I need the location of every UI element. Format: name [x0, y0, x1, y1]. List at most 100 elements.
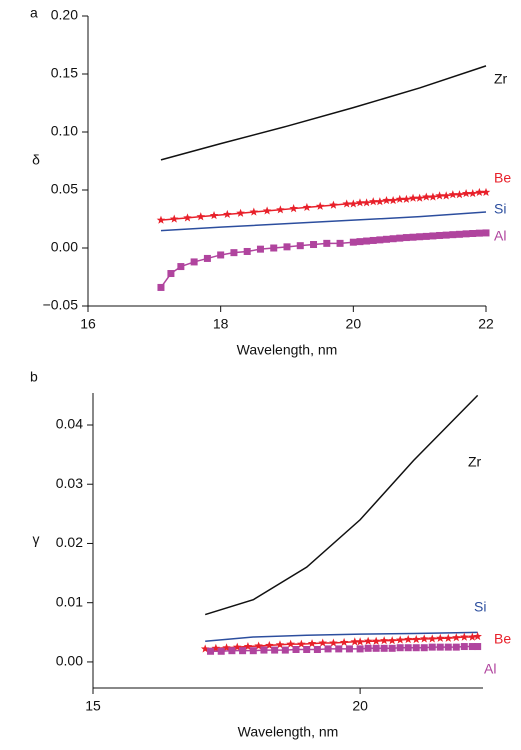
square-marker: [217, 251, 225, 259]
square-marker: [207, 647, 215, 655]
square-marker: [324, 645, 332, 653]
y-tick-label: 0.20: [51, 7, 78, 23]
star-marker: [475, 187, 484, 196]
star-marker: [350, 637, 360, 646]
square-marker: [177, 263, 185, 271]
series-label: Si: [494, 201, 506, 217]
star-marker: [339, 637, 349, 647]
square-marker: [429, 232, 437, 240]
star-marker: [435, 633, 445, 642]
star-marker: [355, 198, 365, 207]
square-marker: [157, 283, 165, 291]
series-label: Zr: [468, 454, 482, 470]
series-line: [160, 211, 487, 232]
y-tick-label: 0.04: [56, 416, 83, 432]
x-axis-label: Wavelength, nm: [238, 724, 339, 740]
square-marker: [422, 232, 430, 240]
square-marker: [436, 231, 444, 239]
star-marker: [371, 636, 381, 645]
y-tick-label: 0.00: [51, 239, 78, 255]
x-tick-label: 22: [478, 316, 494, 332]
square-marker: [310, 241, 318, 249]
series-label: Al: [494, 228, 506, 244]
square-marker: [462, 230, 470, 238]
star-marker: [443, 633, 453, 642]
panel-label: b: [30, 369, 38, 385]
square-marker: [469, 230, 477, 237]
star-marker: [408, 193, 418, 202]
star-marker: [302, 202, 312, 212]
star-marker: [276, 205, 285, 214]
square-marker: [281, 646, 289, 654]
y-tick-label: 0.03: [56, 475, 83, 491]
star-marker: [223, 209, 232, 218]
series-line: [205, 631, 478, 642]
star-marker: [289, 204, 298, 213]
square-marker: [363, 237, 371, 245]
x-tick-label: 15: [85, 698, 101, 714]
square-marker: [190, 258, 198, 266]
star-marker: [473, 631, 482, 641]
x-axis-label: Wavelength, nm: [237, 342, 338, 358]
star-marker: [156, 215, 166, 224]
star-marker: [355, 637, 365, 646]
star-marker: [209, 211, 219, 220]
star-marker: [461, 188, 471, 198]
y-tick-label: 0.02: [56, 534, 83, 550]
square-marker: [388, 644, 396, 652]
star-marker: [243, 642, 253, 651]
star-marker: [254, 641, 263, 650]
star-marker: [275, 640, 285, 649]
x-tick-label: 20: [352, 698, 368, 714]
square-marker: [292, 645, 300, 653]
y-tick-label: 0.01: [56, 593, 83, 609]
series-label: Be: [494, 631, 511, 647]
star-marker: [428, 192, 438, 201]
y-axis-label: δ: [32, 152, 40, 168]
series-label: Zr: [494, 71, 508, 87]
star-marker: [362, 198, 371, 207]
y-axis-label: γ: [33, 531, 40, 547]
square-marker: [402, 234, 410, 242]
square-marker: [249, 647, 257, 655]
square-marker: [323, 239, 331, 247]
star-marker: [265, 640, 274, 649]
star-marker: [200, 644, 210, 653]
square-marker: [313, 645, 321, 653]
star-marker: [455, 190, 464, 199]
square-marker: [228, 647, 236, 655]
star-marker: [419, 634, 429, 643]
star-marker: [349, 199, 358, 208]
square-marker: [296, 242, 304, 250]
square-marker: [460, 643, 468, 651]
star-marker: [211, 643, 221, 652]
star-marker: [448, 190, 458, 199]
star-marker: [307, 639, 317, 648]
series-label: Si: [474, 599, 486, 615]
square-marker: [356, 238, 364, 246]
square-marker: [356, 645, 364, 653]
square-marker: [283, 243, 291, 251]
square-marker: [335, 645, 343, 653]
star-marker: [435, 191, 444, 200]
y-tick-label: 0.15: [51, 65, 78, 81]
panel-label: a: [30, 5, 38, 21]
star-marker: [222, 643, 231, 652]
star-marker: [415, 193, 424, 202]
square-marker: [380, 644, 388, 652]
square-marker: [376, 236, 384, 244]
square-marker: [428, 643, 436, 651]
star-marker: [262, 206, 272, 215]
x-tick-label: 16: [80, 316, 96, 332]
square-marker: [416, 233, 424, 241]
series-line: [204, 394, 479, 616]
star-marker: [368, 197, 378, 206]
square-marker: [482, 229, 490, 237]
star-marker: [402, 194, 411, 203]
square-marker: [345, 645, 353, 653]
star-marker: [232, 642, 242, 651]
square-marker: [369, 236, 377, 244]
square-marker: [420, 644, 428, 652]
square-marker: [217, 647, 225, 655]
